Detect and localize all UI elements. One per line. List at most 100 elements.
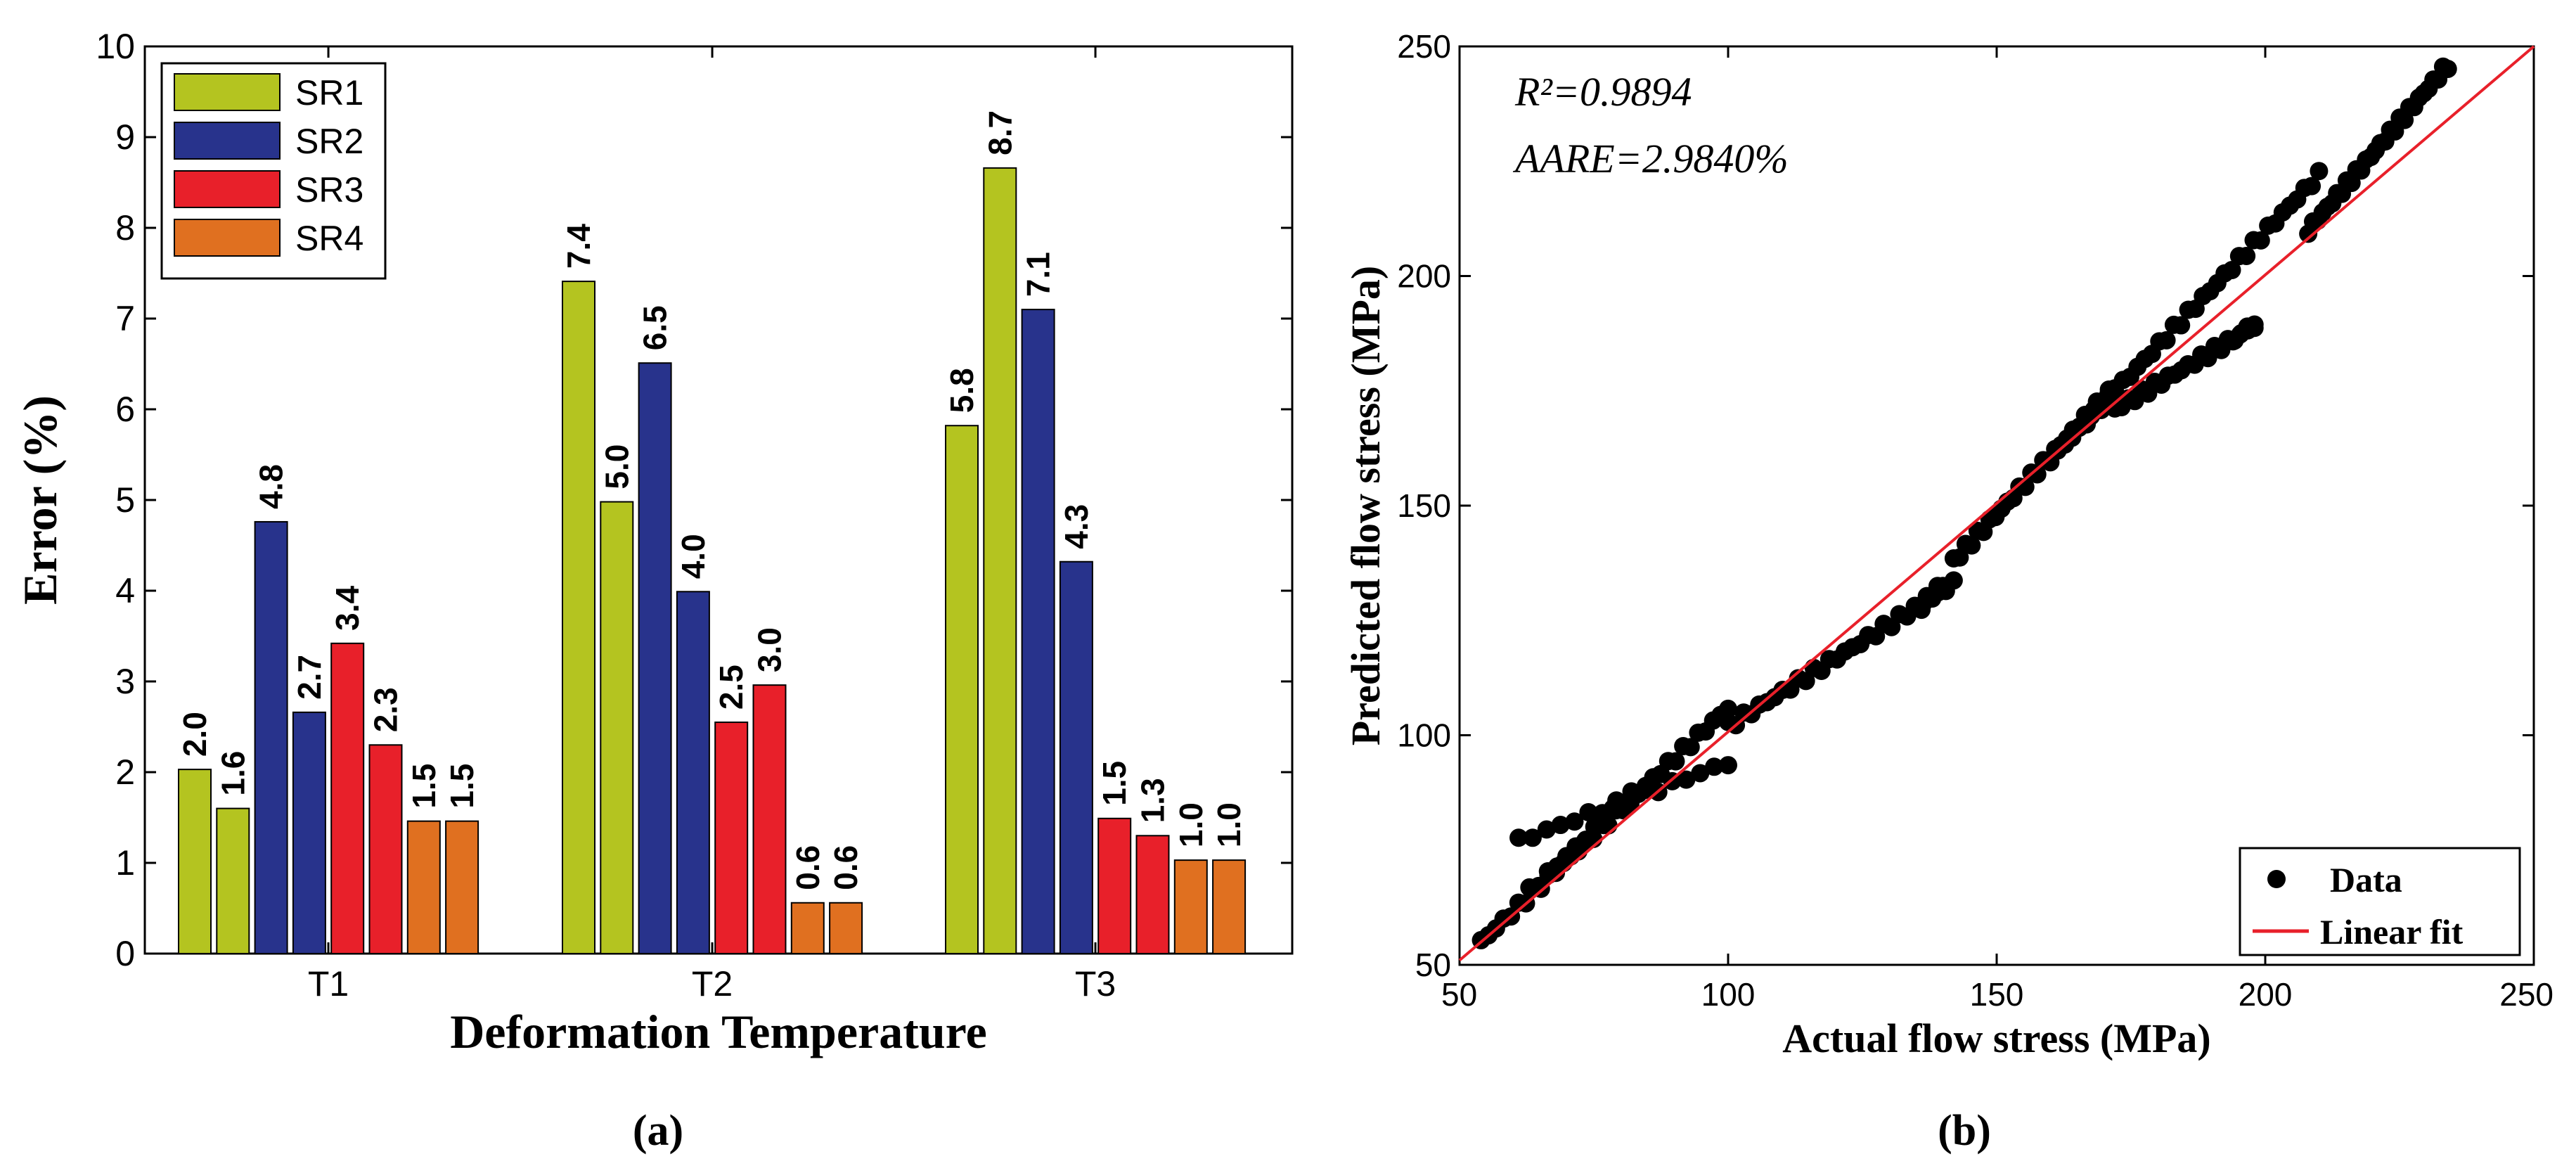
x-tick-label: T2 bbox=[692, 964, 733, 1004]
data-point bbox=[2222, 261, 2241, 280]
bar-t1-sr4 bbox=[406, 820, 441, 955]
bar-value-label: 4.0 bbox=[675, 534, 711, 579]
data-point bbox=[1719, 699, 1737, 718]
bar-value-label: 5.0 bbox=[598, 444, 635, 489]
data-point bbox=[2303, 177, 2321, 196]
scatter-y-axis: 50 100 150 200 250 bbox=[1397, 28, 2534, 983]
bar-value-label: 1.3 bbox=[1135, 778, 1171, 823]
bar-t3-sr4 bbox=[1173, 859, 1208, 954]
bar-value-label: 1.5 bbox=[444, 764, 480, 809]
bar-t1-sr2 bbox=[292, 711, 326, 954]
data-point bbox=[2237, 246, 2256, 265]
legend-swatch-sr3 bbox=[174, 170, 281, 208]
linear-fit-line bbox=[1458, 45, 2535, 961]
bar-chart-data-labels: 2.01.64.82.73.42.31.5 1.57.45.06.54.02.53… bbox=[176, 110, 1247, 890]
bar-value-label: 8.7 bbox=[981, 110, 1018, 155]
bar-value-label: 3.0 bbox=[752, 627, 788, 672]
y-tick-label: 0 bbox=[115, 934, 135, 973]
data-point bbox=[1681, 738, 1700, 757]
bar-value-label: 0.6 bbox=[827, 845, 864, 890]
bar-value-label: 2.3 bbox=[368, 687, 404, 732]
bar-value-label: 4.8 bbox=[253, 464, 290, 509]
bar-t3-sr3 bbox=[1135, 835, 1170, 955]
data-point bbox=[1705, 757, 1724, 776]
data-point bbox=[1579, 802, 1598, 821]
bar-t2-sr1 bbox=[562, 281, 595, 954]
data-point bbox=[1613, 798, 1632, 817]
bar-value-label: 6.5 bbox=[637, 305, 674, 350]
x-tick-label: 50 bbox=[1441, 976, 1477, 1013]
bar-value-label: 7.1 bbox=[1020, 252, 1057, 297]
y-tick-label: 5 bbox=[115, 480, 135, 520]
bar-t2-sr2 bbox=[638, 362, 672, 954]
x-tick-label: T1 bbox=[308, 964, 349, 1004]
data-point bbox=[2157, 331, 2176, 350]
bar-value-label: 2.0 bbox=[176, 712, 213, 757]
bar-value-label: 7.4 bbox=[560, 224, 597, 269]
bar-t1-sr1 bbox=[216, 807, 250, 954]
x-tick-label: 250 bbox=[2499, 976, 2554, 1013]
bar-t2-sr1 bbox=[600, 501, 634, 954]
data-point bbox=[1691, 764, 1710, 783]
bar-chart-bars bbox=[178, 167, 1247, 955]
bar-t1-sr4 bbox=[445, 820, 479, 955]
r2-annotation: R²=0.9894 bbox=[1514, 69, 1692, 115]
data-point bbox=[1962, 536, 1981, 555]
data-point bbox=[2251, 231, 2270, 250]
legend-label-sr1: SR1 bbox=[295, 73, 363, 113]
bar-value-label: 0.6 bbox=[790, 845, 826, 890]
bar-t2-sr2 bbox=[676, 591, 710, 954]
data-point bbox=[1719, 756, 1737, 775]
legend-data-marker bbox=[2267, 870, 2286, 888]
bar-value-label: 2.5 bbox=[713, 665, 749, 710]
scatter-legend: Data Linear fit bbox=[2239, 847, 2521, 956]
bar-value-label: 2.7 bbox=[291, 655, 328, 700]
bar-t3-sr2 bbox=[1021, 309, 1055, 955]
legend-fit-label: Linear fit bbox=[2320, 912, 2464, 951]
y-tick-label: 200 bbox=[1397, 258, 1451, 295]
x-tick-label: 200 bbox=[2239, 976, 2293, 1013]
bar-t1-sr3 bbox=[330, 642, 365, 954]
y-tick-label: 100 bbox=[1397, 717, 1451, 754]
aare-annotation: AARE=2.9840% bbox=[1512, 136, 1789, 181]
data-point bbox=[1565, 812, 1584, 831]
scatter-y-label: Predicted flow stress (MPa) bbox=[1343, 266, 1389, 745]
legend-swatch-sr1 bbox=[174, 73, 281, 111]
data-point bbox=[1509, 828, 1528, 847]
data-point bbox=[1523, 828, 1542, 847]
legend-label-sr3: SR3 bbox=[295, 170, 363, 210]
data-point bbox=[1576, 831, 1595, 850]
bar-value-label: 1.5 bbox=[1096, 761, 1133, 806]
bar-chart-y-axis: 0 1 2 3 4 5 6 7 8 9 10 bbox=[96, 27, 1292, 973]
data-point bbox=[1537, 820, 1556, 839]
data-point bbox=[1594, 816, 1613, 835]
legend-swatch-sr2 bbox=[174, 122, 281, 160]
legend-label-sr2: SR2 bbox=[295, 122, 363, 161]
y-tick-label: 250 bbox=[1397, 28, 1451, 65]
bar-chart-legend: SR1 SR2 SR3 SR4 bbox=[160, 62, 387, 280]
data-point bbox=[2438, 59, 2457, 78]
bar-t3-sr4 bbox=[1212, 859, 1247, 954]
legend-data-label: Data bbox=[2330, 860, 2402, 899]
bar-t1-sr3 bbox=[368, 744, 403, 955]
bar-t2-sr3 bbox=[752, 684, 787, 954]
y-tick-label: 10 bbox=[96, 27, 135, 66]
bar-t3-sr3 bbox=[1097, 817, 1132, 955]
legend-label-sr4: SR4 bbox=[295, 219, 363, 258]
bar-value-label: 4.3 bbox=[1058, 504, 1095, 549]
bar-chart-x-axis: T1 T2 T3 bbox=[308, 46, 1116, 1004]
bar-value-label: 1.6 bbox=[214, 751, 251, 796]
y-tick-label: 2 bbox=[115, 752, 135, 792]
bar-t2-sr4 bbox=[790, 902, 825, 955]
data-point bbox=[2172, 316, 2191, 335]
bar-t2-sr3 bbox=[714, 722, 749, 955]
y-tick-label: 50 bbox=[1415, 947, 1451, 983]
y-tick-label: 8 bbox=[115, 208, 135, 248]
data-point bbox=[1933, 577, 1952, 596]
y-tick-label: 150 bbox=[1397, 487, 1451, 524]
y-tick-label: 3 bbox=[115, 662, 135, 701]
data-point bbox=[1677, 770, 1696, 789]
data-point bbox=[1551, 816, 1570, 835]
